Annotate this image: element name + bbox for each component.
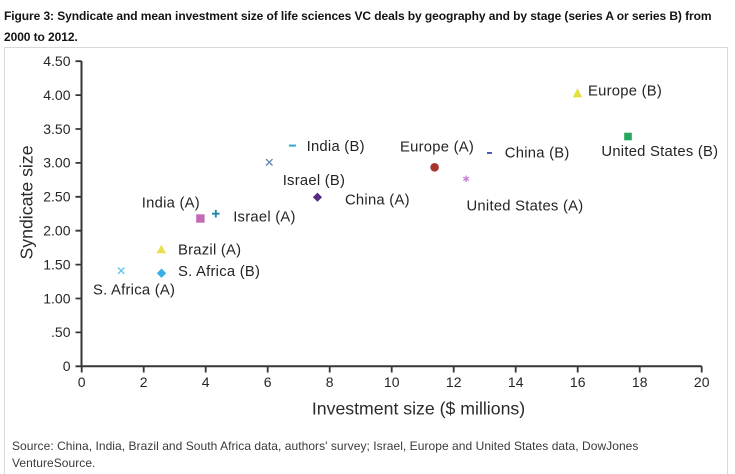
svg-text:6: 6 <box>264 374 272 390</box>
svg-text:China (B): China (B) <box>505 145 570 161</box>
svg-text:3.00: 3.00 <box>43 155 70 171</box>
svg-text:16: 16 <box>570 374 586 390</box>
svg-text:12: 12 <box>446 374 462 390</box>
svg-text:2.00: 2.00 <box>43 223 70 239</box>
svg-text:S. Africa (A): S. Africa (A) <box>93 283 175 299</box>
svg-text:Israel (A): Israel (A) <box>233 210 296 226</box>
svg-text:Europe (B): Europe (B) <box>588 84 662 100</box>
svg-text:Brazil (A): Brazil (A) <box>178 242 241 258</box>
svg-text:0: 0 <box>78 374 86 390</box>
svg-text:India (A): India (A) <box>142 196 200 212</box>
svg-text:Investment size ($ millions): Investment size ($ millions) <box>312 399 525 419</box>
svg-text:S. Africa (B): S. Africa (B) <box>178 264 260 280</box>
svg-text:.50: .50 <box>51 324 71 340</box>
svg-text:4: 4 <box>202 374 210 390</box>
svg-text:United States (B): United States (B) <box>601 144 718 160</box>
svg-text:20: 20 <box>694 374 710 390</box>
svg-text:2.50: 2.50 <box>43 189 70 205</box>
svg-text:2: 2 <box>140 374 148 390</box>
svg-text:1.50: 1.50 <box>43 256 70 272</box>
svg-text:8: 8 <box>326 374 334 390</box>
svg-text:4.50: 4.50 <box>43 53 70 69</box>
svg-text:Syndicate size: Syndicate size <box>16 145 36 259</box>
svg-text:India (B): India (B) <box>307 139 365 155</box>
svg-text:18: 18 <box>632 374 648 390</box>
svg-text:3.50: 3.50 <box>43 121 70 137</box>
svg-text:4.00: 4.00 <box>43 87 70 103</box>
svg-text:1.00: 1.00 <box>43 290 70 306</box>
svg-text:0: 0 <box>63 358 71 374</box>
svg-text:Europe (A): Europe (A) <box>400 140 474 156</box>
svg-text:China (A): China (A) <box>345 192 410 208</box>
svg-text:United States (A): United States (A) <box>467 198 584 214</box>
svg-text:10: 10 <box>384 374 400 390</box>
svg-text:14: 14 <box>508 374 524 390</box>
svg-text:Israel (B): Israel (B) <box>283 173 346 189</box>
